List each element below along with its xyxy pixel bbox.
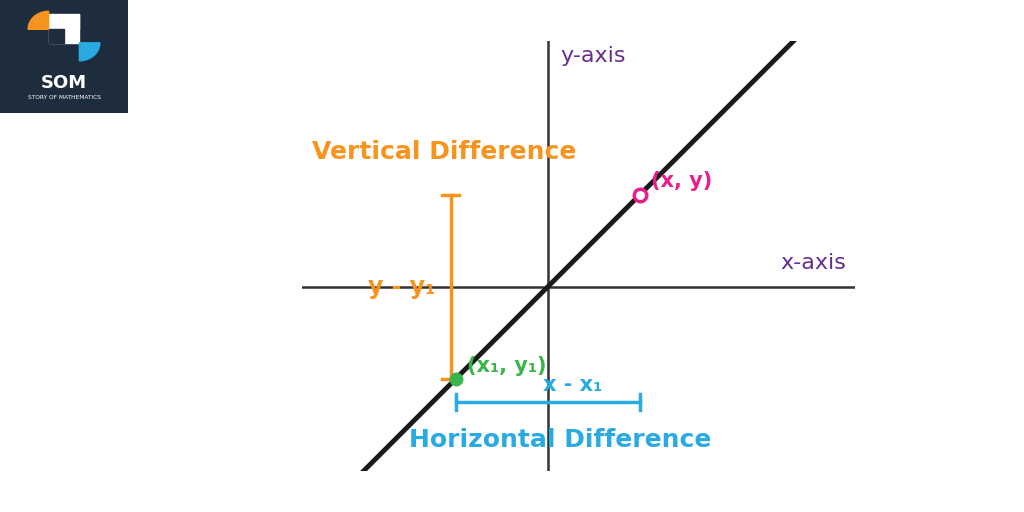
Polygon shape	[49, 13, 80, 29]
Text: SOM: SOM	[41, 74, 87, 92]
Bar	[49, 13, 80, 43]
Text: y-axis: y-axis	[560, 46, 626, 66]
Wedge shape	[80, 43, 100, 61]
Text: x-axis: x-axis	[780, 253, 846, 273]
Text: STORY OF MATHEMATICS: STORY OF MATHEMATICS	[28, 96, 100, 100]
Wedge shape	[29, 11, 49, 29]
Text: Vertical Difference: Vertical Difference	[312, 140, 577, 164]
Text: (x₁, y₁): (x₁, y₁)	[467, 356, 546, 376]
Text: y - y₁: y - y₁	[368, 275, 435, 298]
Text: Horizontal Difference: Horizontal Difference	[409, 428, 712, 452]
Text: (x, y): (x, y)	[651, 172, 713, 191]
Polygon shape	[49, 29, 63, 43]
Text: x - x₁: x - x₁	[543, 375, 602, 395]
